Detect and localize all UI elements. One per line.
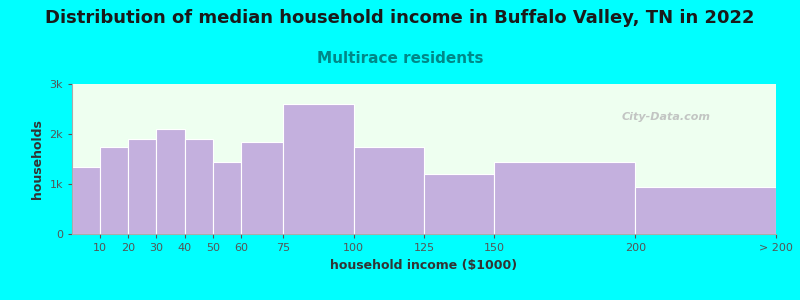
Bar: [241, 142, 283, 234]
Bar: [128, 139, 157, 234]
Text: Distribution of median household income in Buffalo Valley, TN in 2022: Distribution of median household income …: [46, 9, 754, 27]
Y-axis label: households: households: [30, 119, 44, 199]
Text: Multirace residents: Multirace residents: [317, 51, 483, 66]
Bar: [100, 146, 128, 234]
Bar: [494, 161, 635, 234]
Bar: [424, 174, 494, 234]
Text: City-Data.com: City-Data.com: [621, 112, 710, 122]
Bar: [283, 104, 354, 234]
Bar: [72, 167, 100, 234]
Bar: [157, 129, 185, 234]
Bar: [185, 139, 213, 234]
Bar: [354, 146, 424, 234]
Bar: [635, 187, 776, 234]
Bar: [213, 161, 241, 234]
X-axis label: household income ($1000): household income ($1000): [330, 259, 518, 272]
